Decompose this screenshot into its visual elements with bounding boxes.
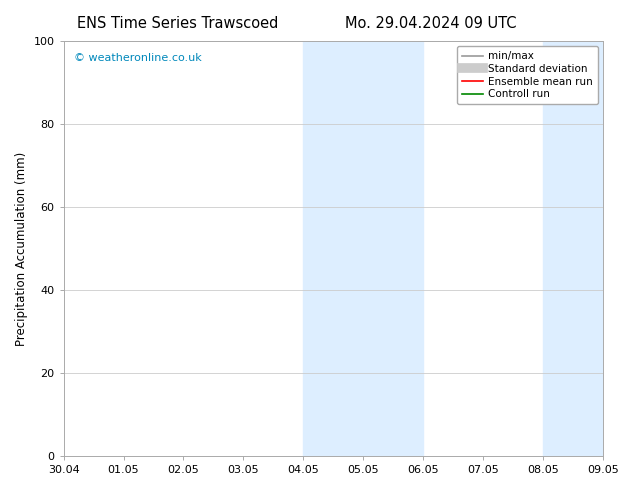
Text: © weatheronline.co.uk: © weatheronline.co.uk: [74, 53, 202, 64]
Bar: [543, 41, 573, 456]
Legend: min/max, Standard deviation, Ensemble mean run, Controll run: min/max, Standard deviation, Ensemble me…: [456, 46, 598, 104]
Text: ENS Time Series Trawscoed: ENS Time Series Trawscoed: [77, 16, 278, 31]
Y-axis label: Precipitation Accumulation (mm): Precipitation Accumulation (mm): [15, 151, 28, 345]
Bar: [573, 41, 603, 456]
Bar: [304, 41, 363, 456]
Text: Mo. 29.04.2024 09 UTC: Mo. 29.04.2024 09 UTC: [346, 16, 517, 31]
Bar: [363, 41, 424, 456]
